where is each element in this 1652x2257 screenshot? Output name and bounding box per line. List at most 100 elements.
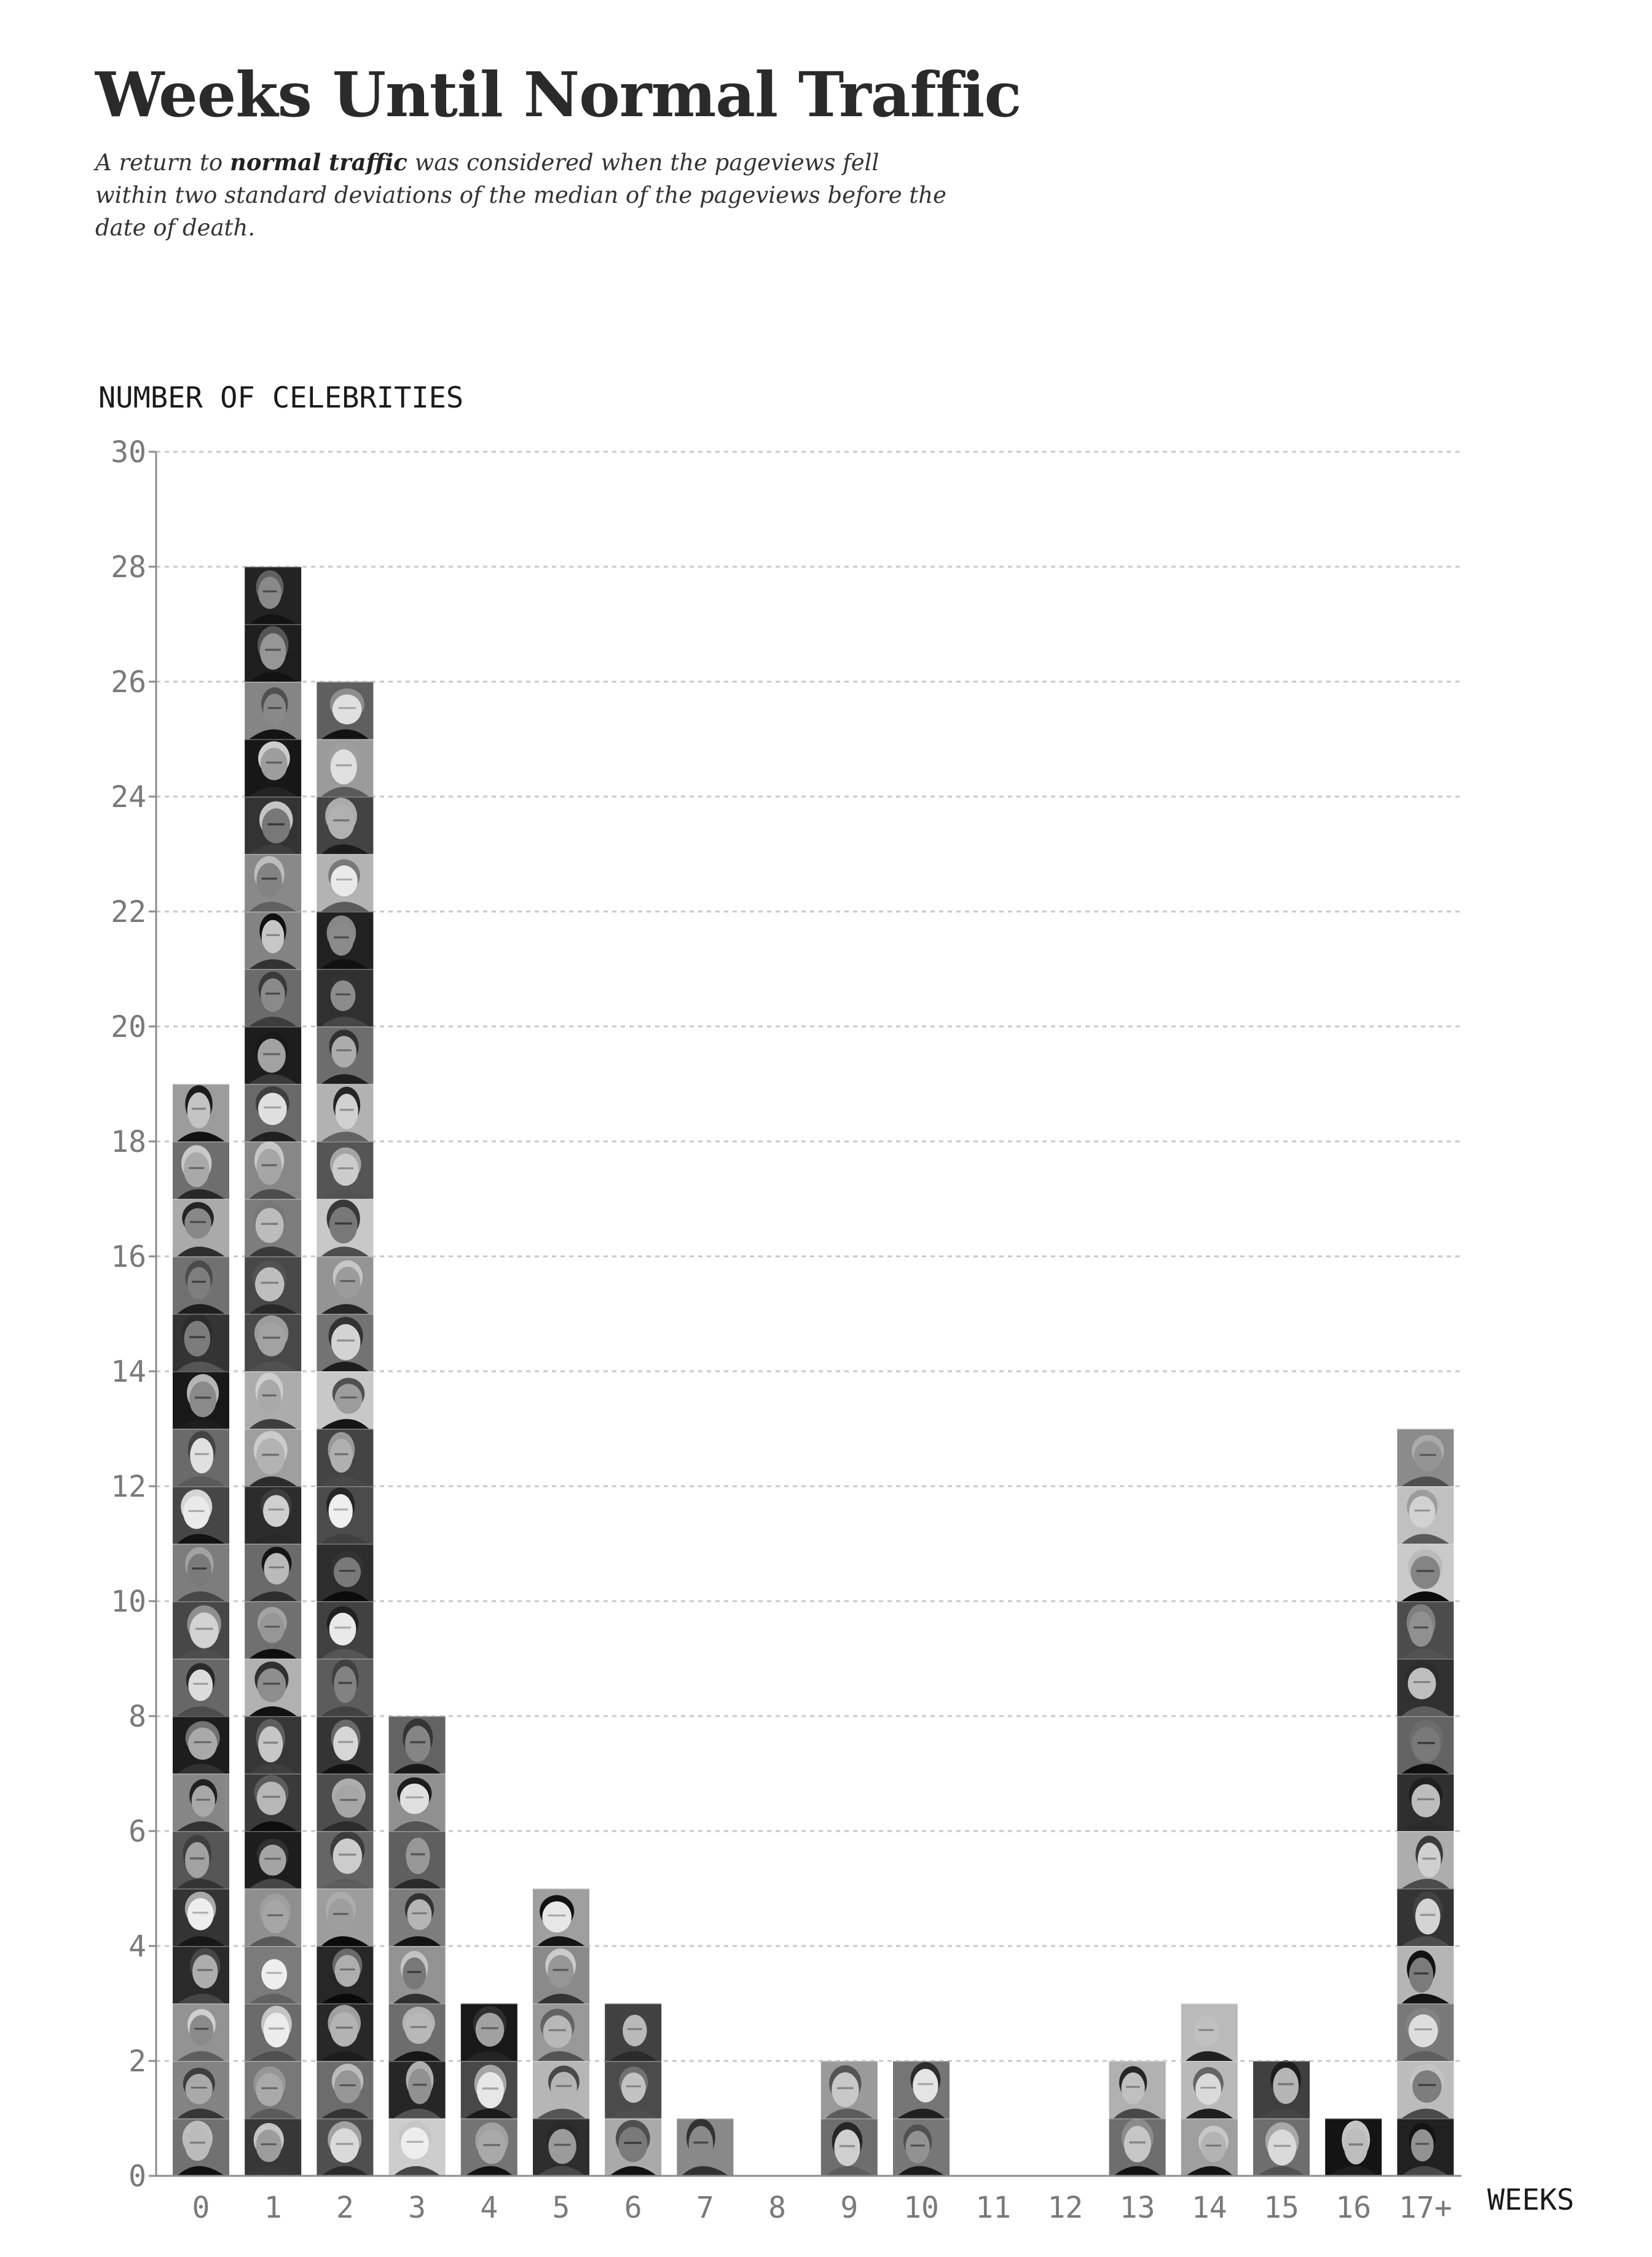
celebrity-portrait-tile bbox=[245, 854, 302, 912]
celebrity-portrait-tile bbox=[317, 1084, 374, 1141]
celebrity-portrait-tile bbox=[173, 1888, 229, 1946]
bar bbox=[388, 1716, 446, 2176]
celebrity-portrait-tile bbox=[173, 1486, 229, 1544]
gridlines bbox=[156, 451, 1461, 2062]
celebrity-portrait-tile bbox=[533, 2061, 589, 2119]
celebrity-portrait-tile bbox=[245, 1314, 302, 1371]
celebrity-portrait-tile bbox=[893, 2118, 950, 2176]
celebrity-portrait-tile bbox=[1397, 1716, 1454, 1774]
celebrity-portrait-tile bbox=[317, 1658, 374, 1716]
celebrity-portrait-tile bbox=[173, 1199, 229, 1256]
celebrity-portrait-tile bbox=[820, 2118, 878, 2176]
celebrity-portrait-tile bbox=[173, 1716, 229, 1774]
celebrity-portrait-tile bbox=[317, 1256, 374, 1314]
celebrity-portrait-tile bbox=[173, 2003, 229, 2061]
celebrity-portrait-tile bbox=[245, 1716, 302, 1774]
celebrity-portrait-tile bbox=[245, 1428, 302, 1486]
celebrity-portrait-tile bbox=[245, 1371, 302, 1429]
celebrity-portrait-tile bbox=[317, 854, 374, 912]
y-tick-label: 20 bbox=[111, 1010, 146, 1044]
bar bbox=[173, 1084, 229, 2176]
celebrity-portrait-tile bbox=[317, 1141, 374, 1199]
celebrity-portrait-tile bbox=[533, 2003, 589, 2061]
celebrity-portrait-tile bbox=[460, 2003, 517, 2061]
x-tick-label: 15 bbox=[1264, 2191, 1299, 2225]
bar bbox=[1253, 2060, 1310, 2176]
y-tick-label: 4 bbox=[128, 1929, 146, 1964]
chart-subtitle: A return to normal traffic was considere… bbox=[95, 146, 956, 244]
x-tick-label: 0 bbox=[192, 2191, 210, 2225]
celebrity-portrait-tile bbox=[460, 2061, 517, 2119]
x-tick-label: 3 bbox=[408, 2191, 426, 2225]
y-tick-label: 0 bbox=[128, 2159, 146, 2194]
celebrity-portrait-tile bbox=[1325, 2118, 1382, 2176]
celebrity-portrait-tile bbox=[317, 1773, 374, 1831]
celebrity-portrait-tile bbox=[820, 2061, 878, 2119]
celebrity-portrait-tile bbox=[245, 1543, 302, 1601]
celebrity-portrait-tile bbox=[245, 912, 302, 969]
x-tick-label: 10 bbox=[903, 2191, 939, 2225]
celebrity-portrait-tile bbox=[245, 1773, 302, 1831]
celebrity-portrait-tile bbox=[388, 2061, 446, 2119]
celebrity-portrait-tile bbox=[173, 1428, 229, 1486]
celebrity-portrait-tile bbox=[1397, 2061, 1454, 2119]
bar bbox=[533, 1888, 589, 2176]
celebrity-portrait-tile bbox=[173, 2061, 229, 2119]
celebrity-portrait-tile bbox=[388, 2118, 446, 2176]
celebrity-portrait-tile bbox=[1397, 1946, 1454, 2004]
celebrity-portrait-tile bbox=[1181, 2118, 1238, 2176]
y-tick-label: 22 bbox=[111, 895, 146, 929]
celebrity-portrait-tile bbox=[1397, 1428, 1454, 1486]
y-tick-label: 30 bbox=[111, 435, 146, 470]
celebrity-portrait-tile bbox=[317, 1026, 374, 1084]
celebrity-portrait-tile bbox=[460, 2118, 517, 2176]
celebrity-portrait-tile bbox=[1397, 1486, 1454, 1544]
celebrity-portrait-tile bbox=[245, 1831, 302, 1889]
celebrity-portrait-tile bbox=[1397, 1658, 1454, 1716]
y-axis-title: NUMBER OF CELEBRITIES bbox=[98, 381, 463, 415]
celebrity-portrait-tile bbox=[245, 1946, 302, 2004]
celebrity-portrait-tile bbox=[533, 1946, 589, 2004]
celebrity-portrait-tile bbox=[245, 1084, 302, 1141]
celebrity-portrait-tile bbox=[893, 2061, 950, 2119]
x-tick-label: 1 bbox=[264, 2191, 282, 2225]
celebrity-portrait-tile bbox=[1397, 1601, 1454, 1659]
celebrity-portrait-tile bbox=[173, 1141, 229, 1199]
bar bbox=[677, 2118, 734, 2176]
x-tick-label: 4 bbox=[480, 2191, 498, 2225]
celebrity-portrait-tile bbox=[317, 2061, 374, 2119]
celebrity-portrait-tile bbox=[1109, 2061, 1166, 2119]
subtitle-emphasis: normal traffic bbox=[229, 149, 407, 176]
celebrity-portrait-tile bbox=[317, 2003, 374, 2061]
celebrity-portrait-tile bbox=[317, 1831, 374, 1889]
celebrity-portrait-tile bbox=[245, 739, 302, 797]
celebrity-portrait-tile bbox=[245, 624, 302, 682]
x-tick-label: 13 bbox=[1120, 2191, 1155, 2225]
celebrity-portrait-tile bbox=[245, 2118, 302, 2176]
bar bbox=[1109, 2061, 1166, 2176]
celebrity-portrait-tile bbox=[317, 1601, 374, 1659]
celebrity-portrait-tile bbox=[317, 1486, 374, 1544]
celebrity-portrait-tile bbox=[1397, 1543, 1454, 1601]
celebrity-portrait-tile bbox=[245, 1888, 302, 1946]
x-axis-title: WEEKS bbox=[1487, 2183, 1574, 2217]
y-tick-label: 14 bbox=[111, 1355, 146, 1389]
celebrity-portrait-tile bbox=[245, 969, 302, 1026]
bar bbox=[820, 2061, 878, 2176]
celebrity-portrait-tile bbox=[173, 1773, 229, 1831]
celebrity-portrait-tile bbox=[1181, 2061, 1238, 2119]
celebrity-portrait-tile bbox=[317, 912, 374, 969]
bar bbox=[460, 2003, 517, 2176]
bar bbox=[1325, 2118, 1382, 2176]
bar bbox=[1181, 2003, 1238, 2176]
celebrity-portrait-tile bbox=[173, 1543, 229, 1601]
celebrity-portrait-tile bbox=[245, 682, 302, 739]
celebrity-portrait-tile bbox=[245, 567, 302, 624]
x-tick-label: 16 bbox=[1335, 2191, 1371, 2225]
celebrity-portrait-tile bbox=[317, 969, 374, 1026]
y-tick-label: 10 bbox=[111, 1585, 146, 1619]
y-tick-label: 16 bbox=[111, 1240, 146, 1274]
celebrity-portrait-tile bbox=[1397, 2003, 1454, 2061]
celebrity-portrait-tile bbox=[245, 797, 302, 854]
